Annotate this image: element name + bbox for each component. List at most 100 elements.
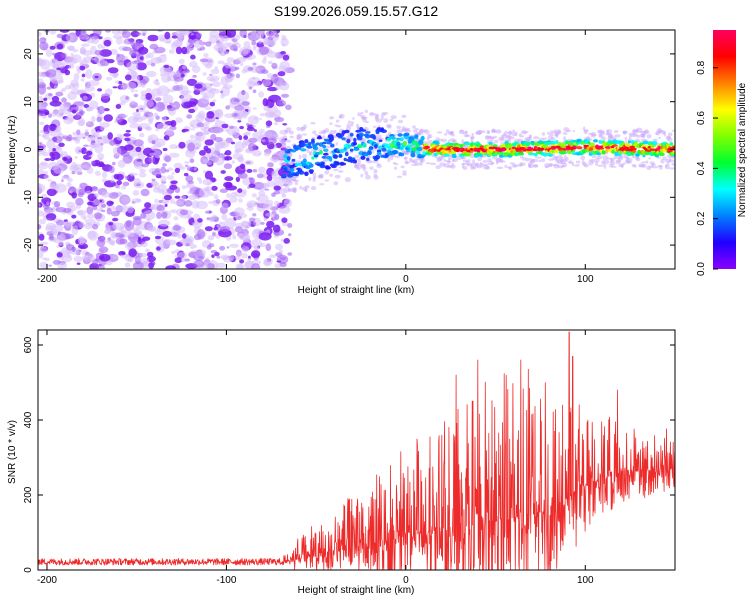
signal-cell [366,157,370,161]
signal-cell [356,135,363,141]
noise-blob [184,161,190,164]
noise-blob [199,58,209,63]
noise-blob [215,156,225,166]
signal-cell [406,144,413,148]
noise-blob [220,121,226,124]
noise-blob [181,185,186,190]
noise-blob [124,262,131,268]
noise-blob [106,200,114,207]
signal-cell [368,147,374,151]
signal-halo [514,131,518,137]
noise-blob [140,241,148,248]
signal-cell [304,171,309,177]
noise-blob [202,72,207,76]
signal-cell [360,155,366,160]
signal-halo [402,170,407,175]
signal-cell [672,154,675,157]
signal-cell [365,134,371,139]
noise-blob [71,191,77,199]
signal-halo [282,135,288,140]
noise-blob [210,68,220,75]
signal-halo [513,164,519,168]
noise-blob [189,134,195,139]
noise-blob [153,112,159,117]
noise-blob [106,207,112,215]
signal-halo [500,142,506,144]
noise-blob [156,246,161,251]
noise-blob [136,108,139,113]
noise-blob [45,69,57,78]
signal-halo [591,155,597,159]
noise-blob [189,242,195,248]
signal-halo [350,121,355,125]
noise-blob [221,213,227,221]
noise-blob [229,125,235,129]
noise-blob [172,224,182,231]
signal-halo [652,138,658,142]
signal-halo [546,131,550,135]
signal-halo [563,158,568,162]
signal-halo [284,183,290,188]
noise-blob [179,85,189,96]
noise-blob [120,231,127,234]
x-tick-label: 0 [403,274,409,285]
signal-peak-cell [498,147,506,151]
signal-halo [462,131,468,135]
signal-halo [568,161,571,164]
noise-blob [274,213,280,221]
signal-halo [299,185,303,190]
noise-blob [257,182,270,189]
signal-cell [416,146,423,152]
signal-halo [538,159,542,163]
signal-halo [310,186,317,191]
noise-blob [135,40,141,46]
noise-blob [243,135,249,140]
noise-blob [204,139,214,146]
noise-blob [287,223,293,228]
noise-blob [208,201,214,204]
signal-halo [372,125,377,128]
signal-peak-cell [568,147,575,150]
noise-blob [82,136,86,139]
noise-blob [135,225,140,231]
signal-halo [481,163,488,166]
noise-blob [158,243,165,248]
signal-peak-cell [522,148,528,151]
noise-blob [219,226,231,233]
signal-cell [533,152,538,157]
noise-blob [264,188,270,191]
signal-cell [466,141,470,146]
noise-blob [48,264,52,267]
noise-blob [241,246,250,253]
signal-cell [411,136,415,141]
snr-series-line [38,331,675,570]
noise-blob [80,30,87,36]
signal-halo [606,129,613,134]
noise-blob [99,49,112,57]
noise-blob [96,130,100,134]
signal-cell [315,151,321,156]
noise-blob [242,189,247,194]
noise-blob [53,85,58,89]
signal-halo [287,188,293,192]
signal-peak-cell [511,146,516,149]
noise-blob [196,122,205,128]
noise-blob [183,172,189,177]
signal-halo [590,134,596,138]
noise-blob [238,232,250,241]
signal-peak-cell [627,148,634,151]
noise-blob [97,43,103,49]
signal-halo [352,117,355,120]
signal-halo [520,130,528,135]
signal-peak-cell [481,149,487,153]
noise-blob [155,115,160,120]
signal-halo [610,158,614,164]
noise-blob [206,217,210,221]
signal-cell [375,131,380,135]
noise-blob [258,91,264,98]
signal-halo [482,160,488,163]
signal-cell [348,144,352,148]
signal-halo [289,135,294,139]
noise-blob [230,73,235,77]
signal-halo [603,159,610,165]
